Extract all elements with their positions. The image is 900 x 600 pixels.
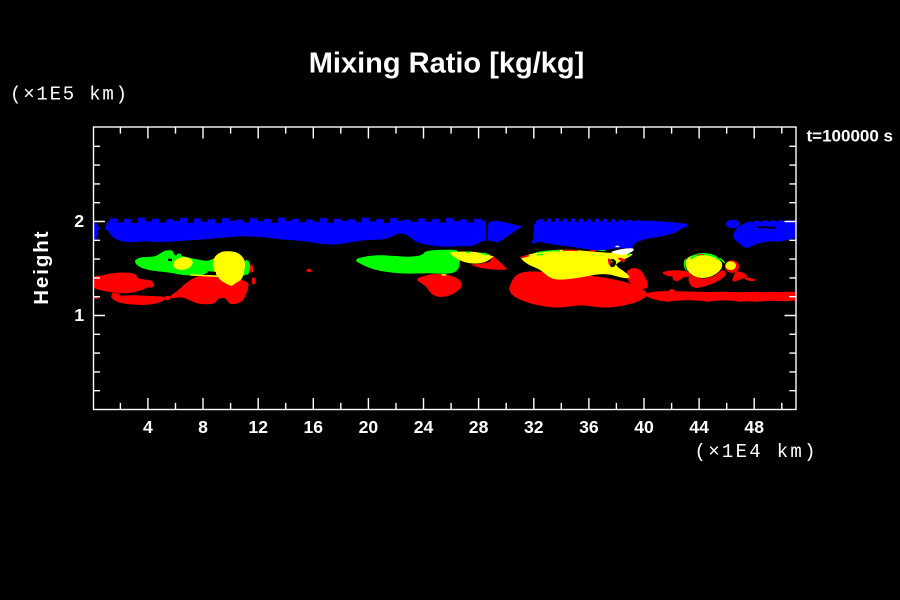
svg-text:t=100000 s: t=100000 s: [807, 126, 894, 145]
svg-text:32: 32: [524, 417, 544, 437]
svg-text:24: 24: [414, 417, 434, 437]
svg-text:12: 12: [248, 417, 268, 437]
svg-text:44: 44: [689, 417, 709, 437]
svg-text:4: 4: [143, 417, 153, 437]
svg-text:28: 28: [469, 417, 489, 437]
svg-text:Mixing Ratio [kg/kg]: Mixing Ratio [kg/kg]: [309, 48, 585, 80]
svg-text:(×1E4 km): (×1E4 km): [695, 441, 818, 463]
svg-text:20: 20: [359, 417, 379, 437]
svg-text:8: 8: [198, 417, 208, 437]
svg-text:Height: Height: [30, 230, 53, 305]
svg-text:48: 48: [744, 417, 764, 437]
svg-text:36: 36: [579, 417, 599, 437]
svg-text:16: 16: [304, 417, 324, 437]
svg-text:40: 40: [634, 417, 654, 437]
svg-text:2: 2: [74, 211, 84, 231]
svg-text:1: 1: [74, 305, 84, 325]
svg-text:(×1E5 km): (×1E5 km): [10, 84, 129, 106]
